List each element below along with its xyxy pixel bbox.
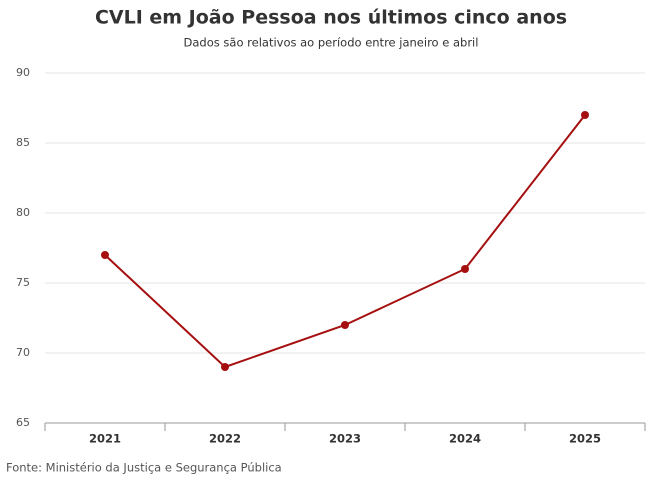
data-point [581, 111, 589, 119]
y-tick-label: 65 [16, 416, 30, 429]
x-tick-label: 2024 [449, 432, 481, 446]
y-tick-label: 80 [16, 206, 30, 219]
data-point [461, 265, 469, 273]
chart-title: CVLI em João Pessoa nos últimos cinco an… [95, 7, 567, 29]
x-tick-label: 2022 [209, 432, 241, 446]
x-tick-label: 2023 [329, 432, 361, 446]
y-tick-label: 75 [16, 276, 30, 289]
x-tick-label: 2021 [89, 432, 121, 446]
y-tick-label: 90 [16, 66, 30, 79]
y-tick-label: 85 [16, 136, 30, 149]
data-point [101, 251, 109, 259]
data-point [341, 321, 349, 329]
source-note: Fonte: Ministério da Justiça e Segurança… [6, 461, 282, 475]
y-tick-label: 70 [16, 346, 30, 359]
data-line [104, 114, 586, 369]
chart-subtitle: Dados são relativos ao período entre jan… [184, 36, 479, 50]
x-tick-label: 2025 [569, 432, 601, 446]
data-point [221, 363, 229, 371]
